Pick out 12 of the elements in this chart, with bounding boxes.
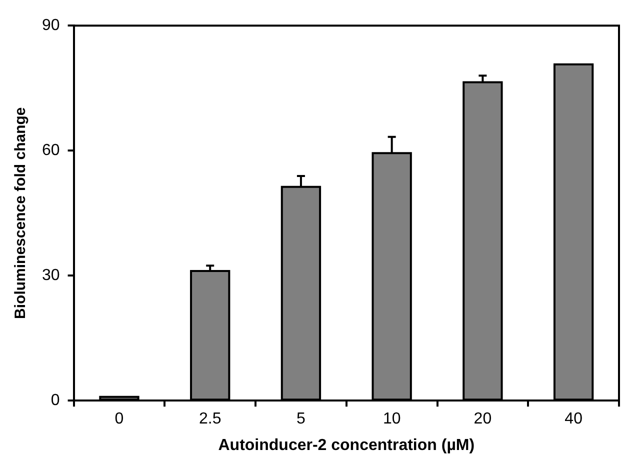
x-tick-label: 0	[114, 410, 124, 428]
x-tick-label: 20	[474, 410, 492, 428]
x-tick-label: 5	[296, 410, 306, 428]
y-tick-label: 0	[50, 392, 60, 410]
y-axis-title: Bioluminescence fold change	[12, 107, 30, 319]
x-tick-label: 40	[564, 410, 583, 428]
x-axis-title: Autoinducer-2 concentration (µM)	[218, 436, 475, 454]
y-tick-label: 60	[42, 142, 60, 160]
y-tick-label: 30	[42, 267, 60, 284]
x-tick-label: 2.5	[198, 410, 222, 428]
x-tick-label: 10	[382, 410, 401, 428]
y-tick-label: 90	[42, 17, 60, 34]
